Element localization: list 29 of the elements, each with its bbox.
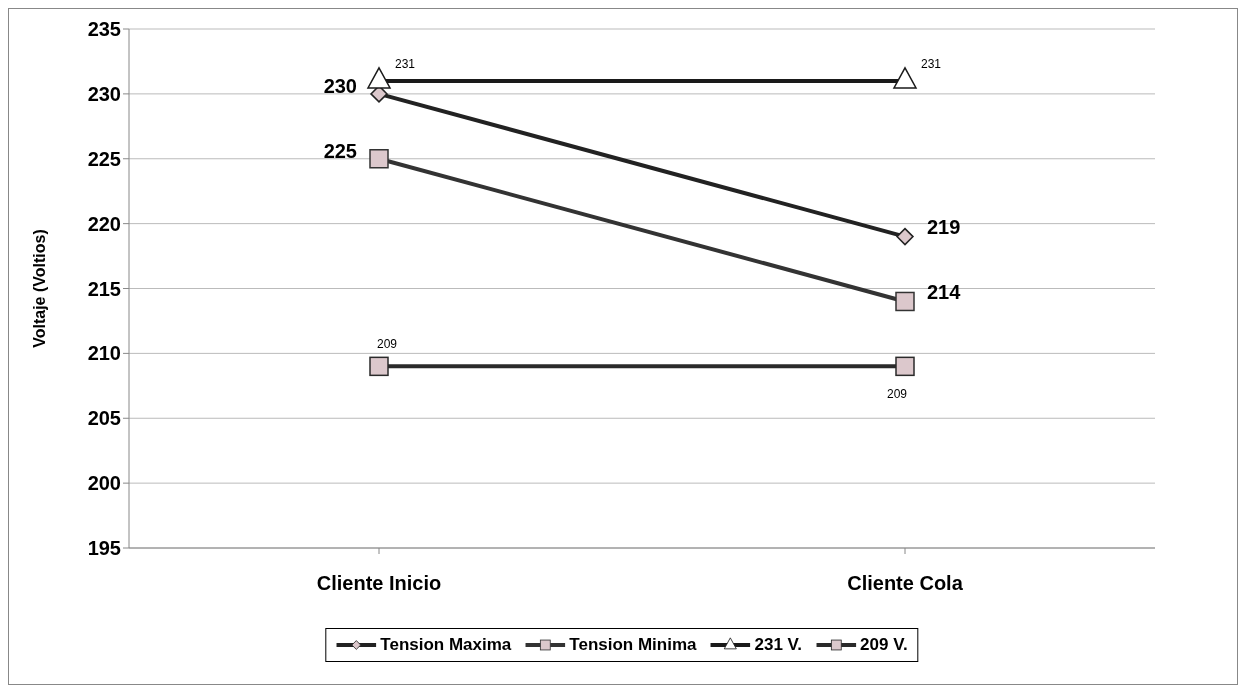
y-axis-title: Voltaje (Voltios) (30, 229, 48, 348)
legend-label: Tension Minima (569, 635, 697, 655)
point (895, 291, 915, 312)
data-label: 231 (395, 57, 416, 72)
point (895, 356, 915, 377)
data-label: 230 (323, 75, 357, 98)
legend-label: 231 V. (754, 635, 803, 655)
data-label: 209 (376, 336, 398, 351)
y-tick-label: 215 (87, 277, 121, 300)
y-tick-label: 235 (87, 18, 121, 41)
y-tick-label: 225 (87, 147, 121, 170)
y-tick-label: 210 (87, 342, 121, 365)
point (369, 149, 389, 169)
x-tick-label: Cliente Inicio (316, 572, 442, 595)
data-label: 231 (921, 57, 942, 72)
data-label: 225 (323, 140, 357, 163)
point (896, 227, 914, 246)
y-tick-label: 205 (87, 407, 121, 430)
legend-label: Tension Maxima (380, 635, 512, 655)
y-tick-label: 200 (87, 472, 121, 495)
point (369, 356, 389, 377)
legend-label: 209 V. (860, 635, 908, 655)
data-label: 219 (927, 215, 961, 238)
x-tick-label: Cliente Cola (847, 572, 964, 595)
y-tick-label: 230 (87, 82, 121, 105)
data-label: 214 (927, 280, 962, 303)
y-tick-label: 195 (87, 537, 121, 560)
data-label: 209 (886, 386, 908, 401)
y-tick-label: 220 (87, 212, 121, 235)
